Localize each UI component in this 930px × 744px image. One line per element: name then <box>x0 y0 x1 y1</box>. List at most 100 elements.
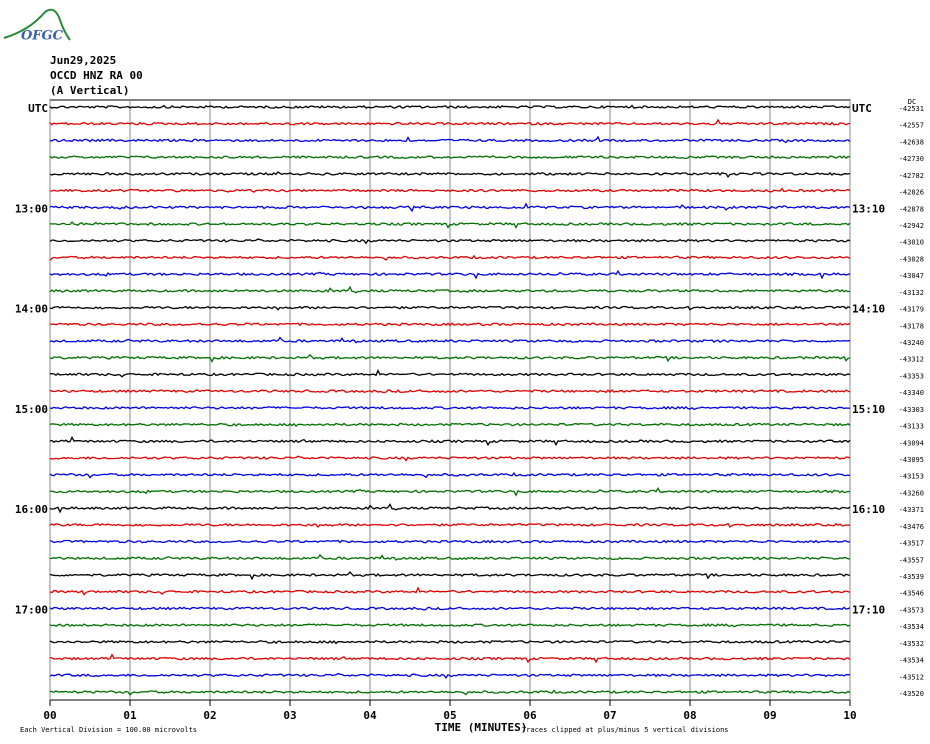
dc-offset: -42638 <box>899 138 924 146</box>
logo-mark <box>3 8 71 41</box>
dc-offset: -43512 <box>899 673 924 681</box>
dc-offset: -43260 <box>899 489 924 497</box>
trace <box>49 221 851 229</box>
component: (A Vertical) <box>50 84 129 97</box>
dc-offset: -43520 <box>899 690 924 698</box>
x-tick-label: 08 <box>683 709 696 722</box>
dc-offset: -43534 <box>899 623 924 631</box>
trace <box>49 639 851 645</box>
dc-offset: -43539 <box>899 573 924 581</box>
dc-offset: -43476 <box>899 523 924 531</box>
trace <box>50 135 851 144</box>
dc-offset: -43517 <box>899 540 924 548</box>
dc-offset: -43179 <box>899 306 924 314</box>
right-time-label: 13:10 <box>852 202 885 215</box>
trace <box>49 672 850 680</box>
x-tick-label: 00 <box>43 709 56 722</box>
trace <box>49 118 850 126</box>
dc-offset: -43371 <box>899 506 924 514</box>
trace <box>49 503 851 514</box>
dc-offset: -43240 <box>899 339 924 347</box>
trace <box>49 571 851 581</box>
dc-offset: -43047 <box>899 272 924 280</box>
trace <box>49 202 851 213</box>
trace <box>49 389 851 394</box>
trace <box>49 322 851 327</box>
trace <box>49 171 851 179</box>
dc-offset: -43532 <box>899 640 924 648</box>
station: OCCD HNZ RA 00 <box>50 69 143 82</box>
left-time-label: 14:00 <box>15 303 48 316</box>
dc-offset: -43010 <box>899 239 924 247</box>
dc-offset: -42782 <box>899 172 924 180</box>
trace <box>49 522 851 528</box>
trace <box>49 254 851 261</box>
trace <box>49 238 851 245</box>
left-time-label: 17:00 <box>15 603 48 616</box>
dc-offset: -43095 <box>899 456 924 464</box>
trace <box>49 405 851 411</box>
x-tick-label: 09 <box>763 709 776 722</box>
x-tick-label: 10 <box>843 709 856 722</box>
x-axis-label: TIME (MINUTES) <box>435 721 528 734</box>
trace <box>49 369 851 378</box>
dc-offset: -43534 <box>899 657 924 665</box>
trace <box>49 336 851 344</box>
x-tick-label: 01 <box>123 709 137 722</box>
dc-offset: -43340 <box>899 389 924 397</box>
dc-offset: -43132 <box>899 289 924 297</box>
dc-offset: -43153 <box>899 473 924 481</box>
x-tick-label: 06 <box>523 709 537 722</box>
trace <box>49 187 851 193</box>
dc-offset: -42730 <box>899 155 924 163</box>
trace <box>49 487 851 497</box>
trace <box>49 422 851 428</box>
trace <box>49 539 851 544</box>
left-time-label: UTC <box>28 102 48 115</box>
dc-offset: -42826 <box>899 189 924 197</box>
trace <box>49 586 851 596</box>
left-time-label: 15:00 <box>15 403 48 416</box>
x-tick-label: 03 <box>283 709 296 722</box>
dc-offset: -42878 <box>899 205 924 213</box>
dc-offset: -43557 <box>899 556 924 564</box>
x-tick-label: 02 <box>203 709 216 722</box>
trace <box>49 305 851 311</box>
right-time-label: 14:10 <box>852 303 885 316</box>
dc-offset: -42557 <box>899 122 924 130</box>
dc-offset: -43133 <box>899 423 924 431</box>
date: Jun29,2025 <box>50 54 116 67</box>
right-time-label: 17:10 <box>852 603 885 616</box>
scale-note: Each Vertical Division = 100.00 microvol… <box>20 726 197 734</box>
dc-offset: -43353 <box>899 372 924 380</box>
trace <box>49 285 851 294</box>
trace <box>49 104 851 109</box>
dc-offset: -43573 <box>899 606 924 614</box>
trace <box>49 269 851 280</box>
dc-offset: -43178 <box>899 322 924 330</box>
logo-text: OFGC <box>21 29 64 44</box>
trace <box>49 155 851 160</box>
dc-offset: -43028 <box>899 255 924 263</box>
dc-offset: -43312 <box>899 356 924 364</box>
trace <box>49 606 851 611</box>
x-tick-label: 04 <box>363 709 377 722</box>
trace <box>49 455 851 462</box>
dc-offset: -43303 <box>899 406 924 414</box>
trace <box>49 653 851 664</box>
trace <box>49 689 851 696</box>
left-time-label: 13:00 <box>15 202 48 215</box>
trace <box>49 353 851 363</box>
offset-title: DC <box>908 98 916 106</box>
x-tick-label: 07 <box>603 709 616 722</box>
dc-offset: -43094 <box>899 439 924 447</box>
trace <box>49 623 851 628</box>
clip-note: Traces clipped at plus/minus 5 vertical … <box>522 726 729 734</box>
dc-offset: -42531 <box>899 105 924 113</box>
x-tick-label: 05 <box>443 709 456 722</box>
logo: OFGC <box>3 8 71 44</box>
right-time-label: 16:10 <box>852 503 885 516</box>
trace <box>49 472 851 479</box>
left-time-label: 16:00 <box>15 503 48 516</box>
